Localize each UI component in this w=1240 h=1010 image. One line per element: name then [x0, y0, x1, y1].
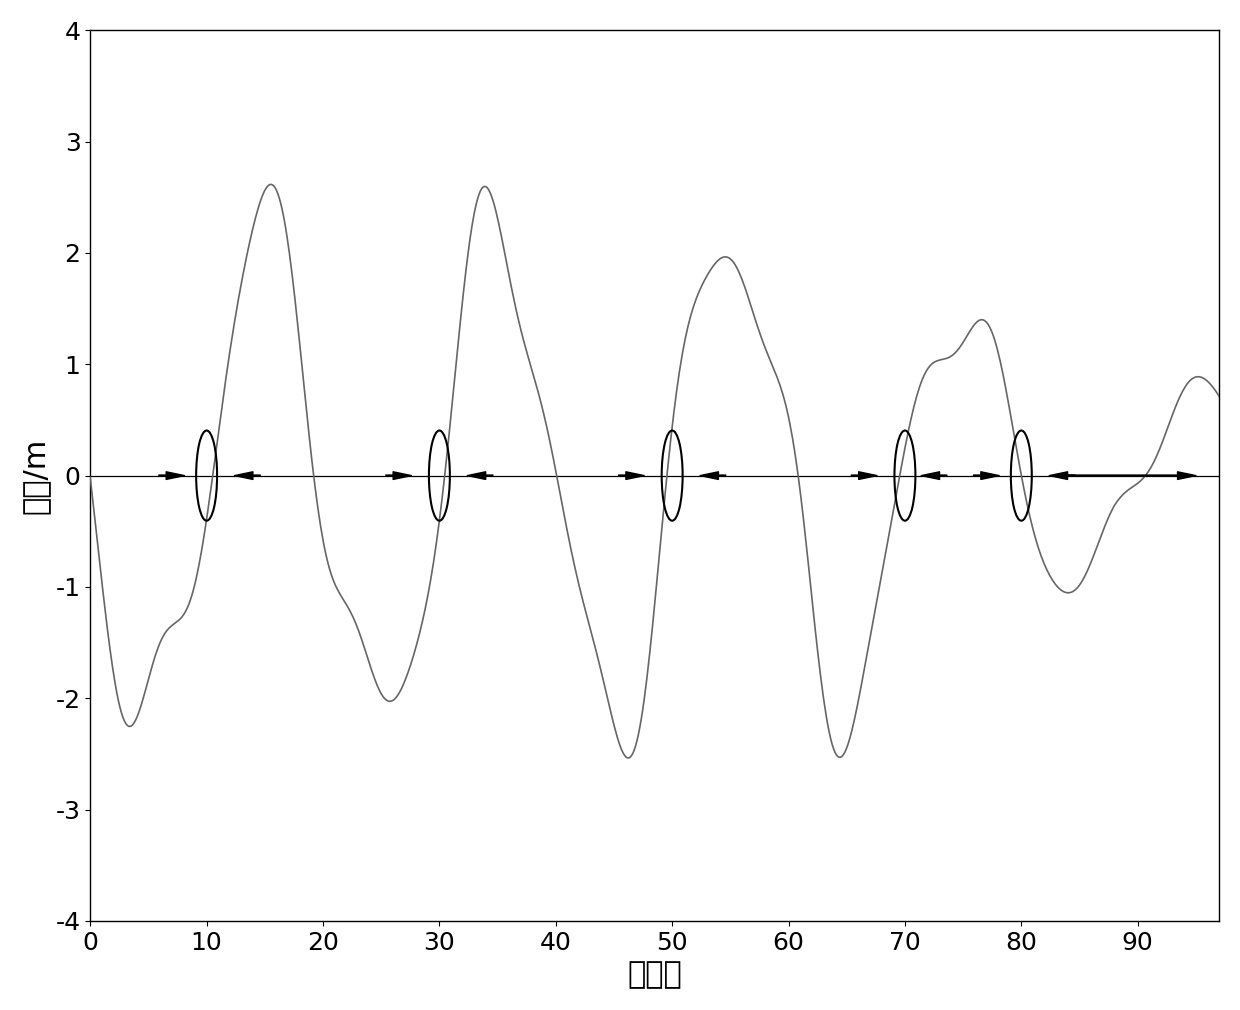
X-axis label: 采样点: 采样点	[627, 961, 682, 989]
Y-axis label: 波高/m: 波高/m	[21, 437, 50, 514]
